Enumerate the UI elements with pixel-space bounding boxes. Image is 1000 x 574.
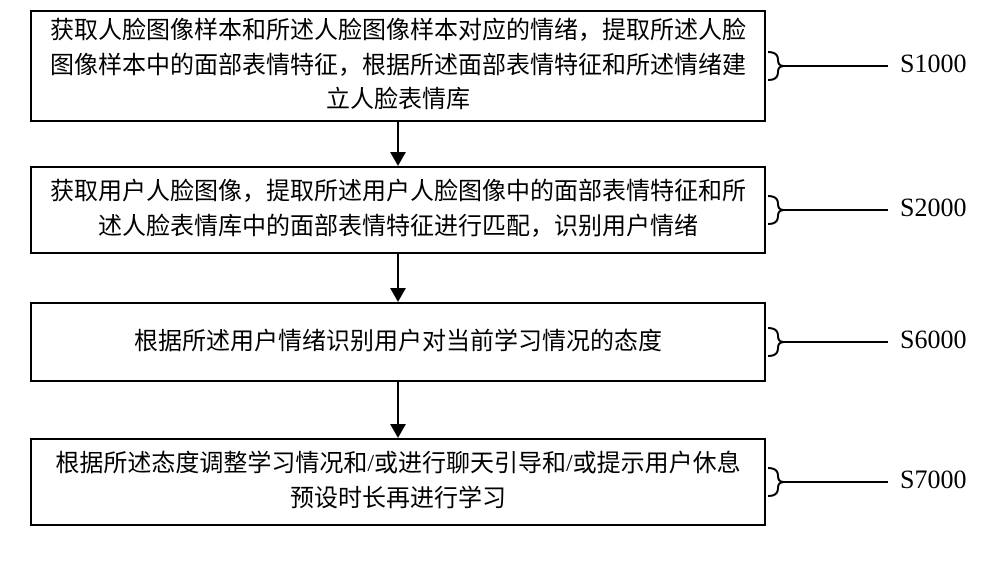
label-connector-S6000 <box>766 322 892 362</box>
node-text: 根据所述用户情绪识别用户对当前学习情况的态度 <box>134 325 662 360</box>
flowchart-canvas: 获取人脸图像样本和所述人脸图像样本对应的情绪，提取所述人脸图像样本中的面部表情特… <box>0 0 1000 574</box>
step-label-S1000: S1000 <box>900 49 966 79</box>
step-label-S6000: S6000 <box>900 325 966 355</box>
arrow-n1-n2 <box>386 122 410 166</box>
node-text: 根据所述态度调整学习情况和/或进行聊天引导和/或提示用户休息预设时长再进行学习 <box>46 447 750 517</box>
label-connector-S1000 <box>766 46 892 86</box>
flowchart-node-n1: 获取人脸图像样本和所述人脸图像样本对应的情绪，提取所述人脸图像样本中的面部表情特… <box>30 10 766 122</box>
node-text: 获取人脸图像样本和所述人脸图像样本对应的情绪，提取所述人脸图像样本中的面部表情特… <box>46 14 750 118</box>
node-text: 获取用户人脸图像，提取所述用户人脸图像中的面部表情特征和所述人脸表情库中的面部表… <box>46 175 750 245</box>
step-label-S7000: S7000 <box>900 465 966 495</box>
arrow-n2-n3 <box>386 254 410 302</box>
arrow-n3-n4 <box>386 382 410 438</box>
flowchart-node-n3: 根据所述用户情绪识别用户对当前学习情况的态度 <box>30 302 766 382</box>
label-connector-S7000 <box>766 462 892 502</box>
label-connector-S2000 <box>766 190 892 230</box>
flowchart-node-n4: 根据所述态度调整学习情况和/或进行聊天引导和/或提示用户休息预设时长再进行学习 <box>30 438 766 526</box>
step-label-S2000: S2000 <box>900 193 966 223</box>
flowchart-node-n2: 获取用户人脸图像，提取所述用户人脸图像中的面部表情特征和所述人脸表情库中的面部表… <box>30 166 766 254</box>
